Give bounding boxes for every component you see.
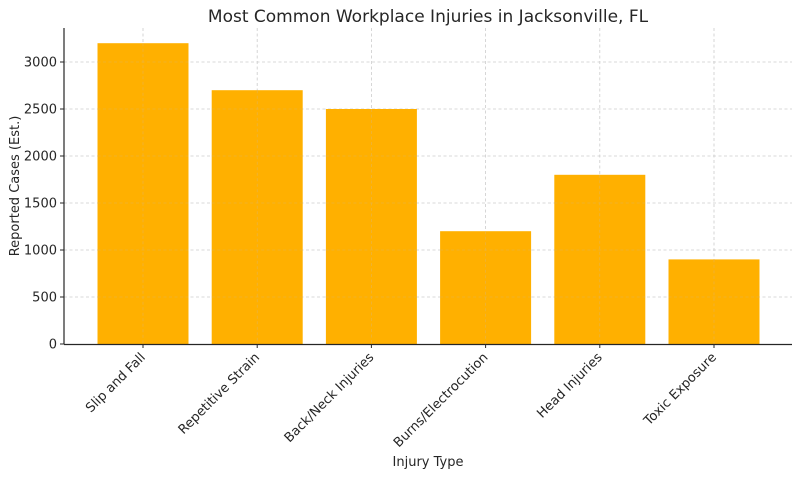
x-axis-label: Injury Type xyxy=(393,455,464,470)
y-tick-label: 2000 xyxy=(24,150,57,165)
x-tick-label: Burns/Electrocution xyxy=(391,350,491,450)
bars xyxy=(97,43,760,344)
x-tick-label: Head Injuries xyxy=(534,350,605,421)
x-tick-label: Slip and Fall xyxy=(83,350,149,416)
y-axis-label: Reported Cases (Est.) xyxy=(8,116,23,257)
x-tick-label: Toxic Exposure xyxy=(641,350,720,429)
y-tick-label: 0 xyxy=(49,338,57,353)
chart-title: Most Common Workplace Injuries in Jackso… xyxy=(208,7,649,27)
x-tick-label: Back/Neck Injuries xyxy=(282,350,378,446)
y-tick-label: 1500 xyxy=(24,197,57,212)
y-axis-ticks: 0 500 1000 1500 2000 2500 3000 xyxy=(24,56,64,353)
bar xyxy=(668,259,760,344)
y-tick-label: 3000 xyxy=(24,56,57,71)
y-tick-label: 2500 xyxy=(24,103,57,118)
x-tick-label: Repetitive Strain xyxy=(176,350,263,437)
y-tick-label: 500 xyxy=(32,291,57,306)
y-tick-label: 1000 xyxy=(24,244,57,259)
x-axis-ticks: Slip and Fall Repetitive Strain Back/Neck … xyxy=(83,344,720,451)
